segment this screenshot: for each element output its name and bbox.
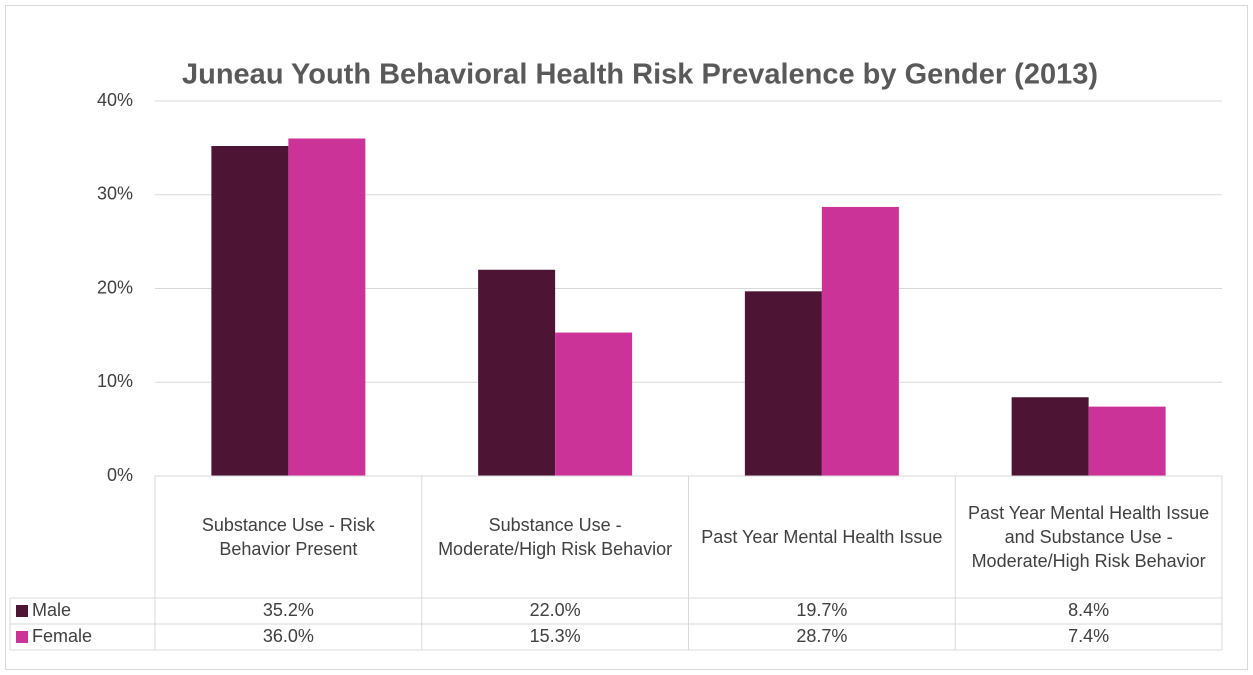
bar <box>288 138 366 476</box>
category-cell: Past Year Mental Health Issue <box>701 527 943 547</box>
x-tick-label: Past Year Mental Health Issue and Substa… <box>968 503 1210 571</box>
category-cell: Substance Use - Risk Behavior Present <box>201 515 375 559</box>
x-tick-label: Substance Use - Moderate/High Risk Behav… <box>438 515 673 559</box>
bar <box>478 269 556 476</box>
bar <box>1011 397 1089 476</box>
category-cell: Substance Use - Moderate/High Risk Behav… <box>438 515 673 559</box>
table-value: 28.7% <box>796 626 847 646</box>
table-value: 36.0% <box>263 626 314 646</box>
y-tick-label: 10% <box>97 371 133 391</box>
table-value: 8.4% <box>1068 600 1109 620</box>
bar <box>211 146 289 476</box>
legend-label: Male <box>32 600 71 620</box>
legend-swatch <box>16 631 28 643</box>
x-tick-label: Past Year Mental Health Issue <box>701 527 943 547</box>
table-value: 19.7% <box>796 600 847 620</box>
bar <box>744 291 822 476</box>
legend-label: Female <box>32 626 92 646</box>
x-tick-label: Substance Use - Risk Behavior Present <box>201 515 375 559</box>
y-tick-label: 40% <box>97 90 133 110</box>
bar <box>1088 406 1166 476</box>
y-tick-label: 20% <box>97 277 133 297</box>
table-value: 15.3% <box>530 626 581 646</box>
table-value: 7.4% <box>1068 626 1109 646</box>
table-value: 35.2% <box>263 600 314 620</box>
chart-title: Juneau Youth Behavioral Health Risk Prev… <box>182 59 1098 91</box>
y-tick-label: 30% <box>97 184 133 204</box>
legend-swatch <box>16 605 28 617</box>
bar <box>821 206 899 476</box>
y-tick-label: 0% <box>107 465 133 485</box>
category-cell: Past Year Mental Health Issue and Substa… <box>968 503 1210 571</box>
bar <box>555 332 633 476</box>
table-value: 22.0% <box>530 600 581 620</box>
